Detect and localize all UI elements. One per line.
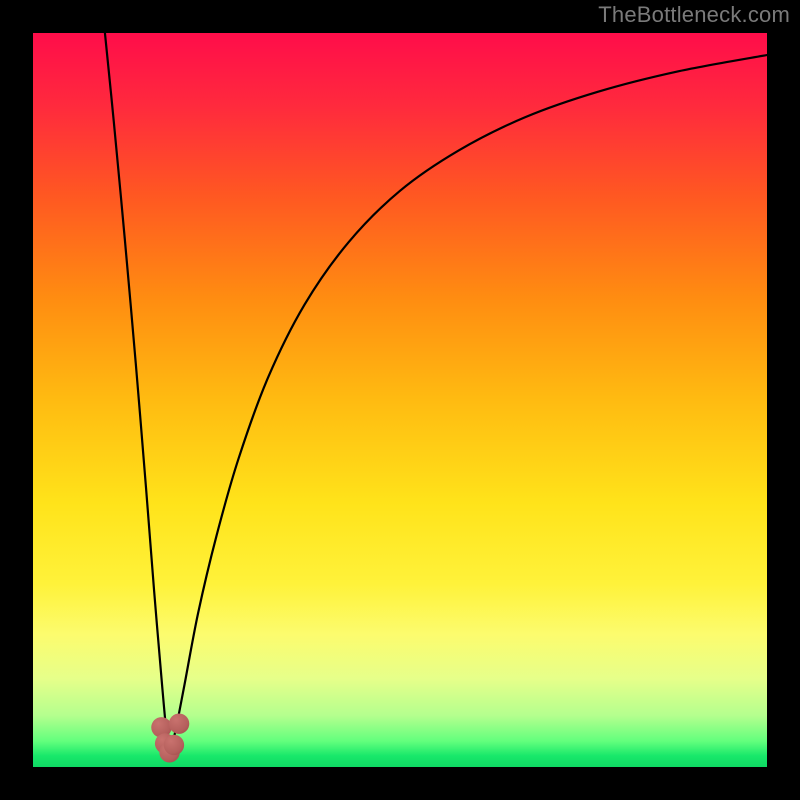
- gradient-background: [33, 33, 767, 767]
- scatter-dot: [169, 713, 189, 733]
- scatter-dot: [164, 735, 184, 755]
- watermark-text: TheBottleneck.com: [598, 2, 790, 28]
- bottleneck-chart: [0, 0, 800, 800]
